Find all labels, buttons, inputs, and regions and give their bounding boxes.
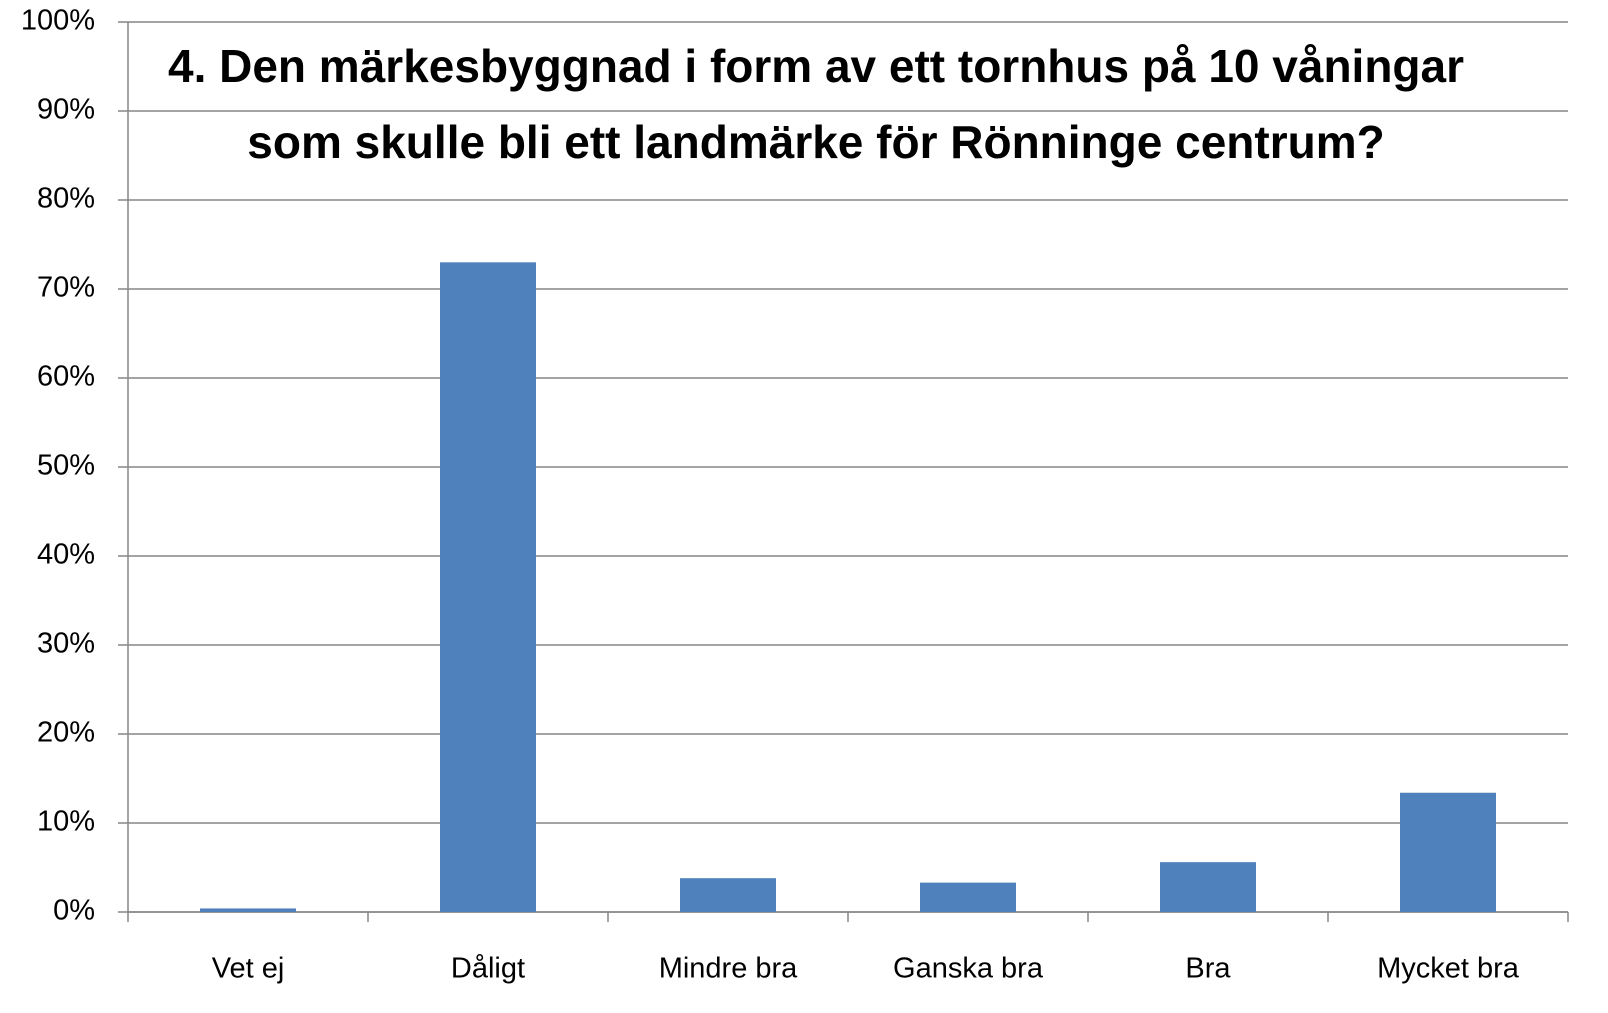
bar <box>1400 792 1496 912</box>
x-tick-label: Ganska bra <box>893 953 1044 985</box>
y-tick-label: 80% <box>37 183 95 215</box>
bar <box>680 878 776 912</box>
bar <box>920 882 1016 912</box>
y-tick-label: 20% <box>37 717 95 749</box>
y-tick-label: 100% <box>21 5 95 37</box>
y-tick-label: 60% <box>37 361 95 393</box>
x-tick-label: Mycket bra <box>1377 953 1520 985</box>
bar <box>440 262 536 912</box>
x-tick-label: Bra <box>1185 953 1231 985</box>
x-tick-label: Mindre bra <box>659 953 798 985</box>
chart-title: 4. Den märkesbyggnad i form av ett tornh… <box>167 40 1465 168</box>
y-tick-label: 50% <box>37 450 95 482</box>
bar <box>200 908 296 912</box>
y-tick-label: 10% <box>37 806 95 838</box>
x-tick-label: Dåligt <box>451 953 525 985</box>
y-tick-label: 90% <box>37 94 95 126</box>
y-tick-label: 40% <box>37 539 95 571</box>
bar <box>1160 862 1256 912</box>
y-tick-label: 0% <box>53 895 95 927</box>
y-tick-label: 70% <box>37 272 95 304</box>
x-tick-label: Vet ej <box>212 953 285 985</box>
y-tick-label: 30% <box>37 628 95 660</box>
